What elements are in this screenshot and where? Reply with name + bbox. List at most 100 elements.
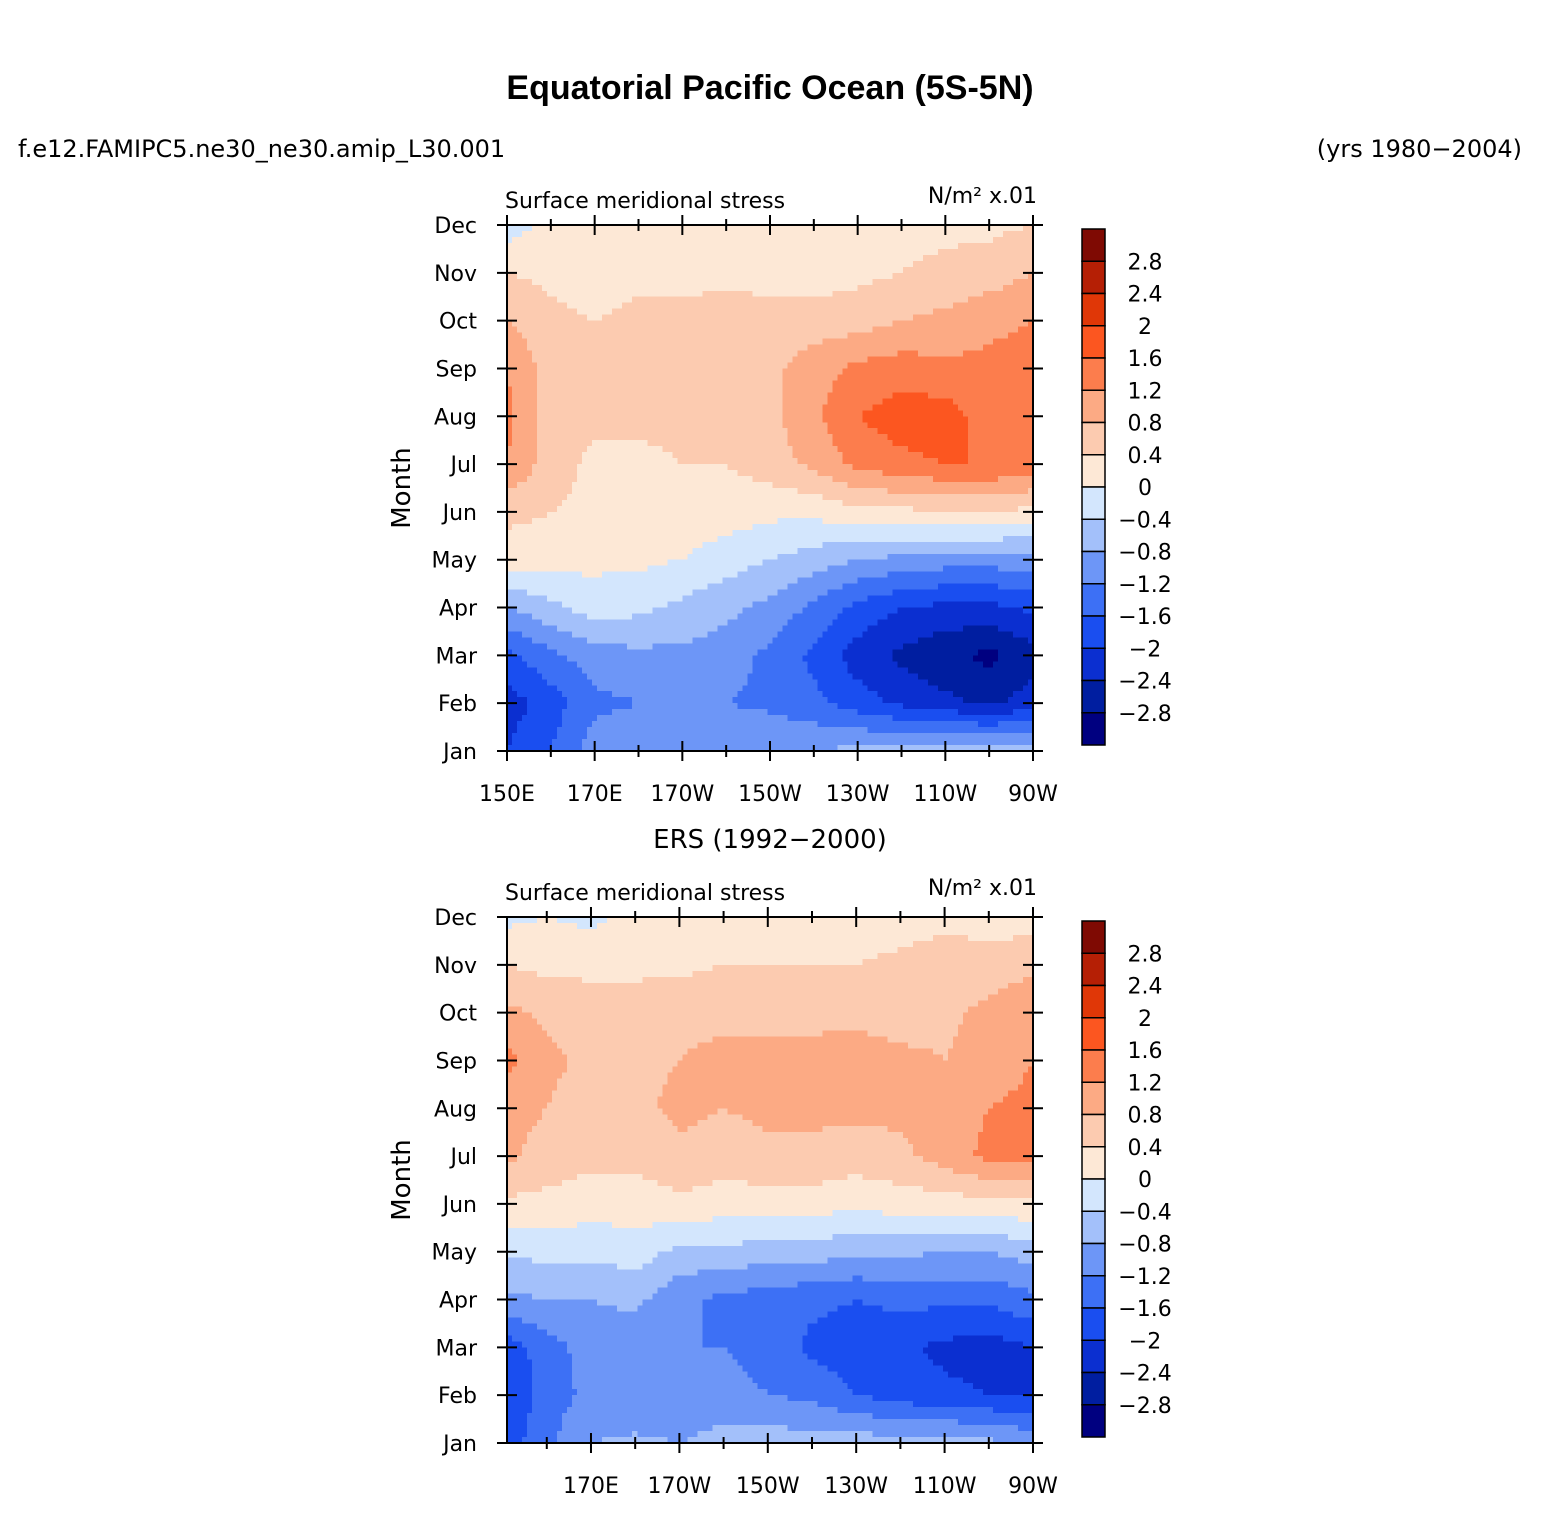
contour-cell <box>697 499 703 507</box>
contour-cell <box>747 386 754 393</box>
contour-cell <box>717 296 724 304</box>
contour-cell <box>547 499 553 507</box>
contour-cell <box>892 410 899 417</box>
contour-cell <box>632 386 638 393</box>
contour-cell <box>612 242 618 250</box>
contour-cell <box>837 440 844 447</box>
contour-cell <box>652 320 658 328</box>
contour-cell <box>542 290 548 298</box>
contour-cell <box>1012 356 1019 364</box>
contour-cell <box>722 338 729 346</box>
contour-cell <box>542 476 548 483</box>
contour-cell <box>862 398 869 405</box>
contour-cell <box>917 488 924 495</box>
contour-cell <box>687 332 693 340</box>
contour-cell <box>957 356 964 364</box>
contour-cell <box>587 458 593 465</box>
contour-cell <box>682 446 688 453</box>
contour-cell <box>542 272 548 280</box>
contour-cell <box>707 452 713 459</box>
contour-cell <box>897 302 904 310</box>
contour-cell <box>812 248 819 256</box>
contour-cell <box>632 260 638 268</box>
contour-cell <box>1002 416 1009 423</box>
contour-cell <box>867 225 874 232</box>
contour-cell <box>647 296 653 304</box>
contour-cell <box>917 464 924 471</box>
contour-cell <box>912 350 919 358</box>
contour-cell <box>907 386 914 393</box>
contour-cell <box>507 225 513 232</box>
contour-cell <box>507 458 513 465</box>
contour-cell <box>592 422 598 429</box>
contour-cell <box>617 260 623 268</box>
contour-cell <box>872 493 879 501</box>
contour-cell <box>787 272 794 280</box>
contour-cell <box>1002 374 1009 382</box>
contour-cell <box>772 254 779 262</box>
contour-cell <box>977 326 984 334</box>
contour-cell <box>787 380 794 387</box>
contour-cell <box>857 464 864 471</box>
contour-cell <box>987 344 994 352</box>
contour-cell <box>552 488 558 495</box>
contour-cell <box>952 284 959 292</box>
contour-cell <box>632 368 638 376</box>
contour-cell <box>957 374 964 382</box>
contour-cell <box>517 225 523 232</box>
contour-cell <box>687 386 693 393</box>
contour-cell <box>1002 368 1009 376</box>
contour-cell <box>682 272 688 280</box>
contour-cell <box>542 398 548 405</box>
contour-cell <box>827 284 834 292</box>
contour-cell <box>997 488 1004 495</box>
contour-cell <box>517 272 523 280</box>
contour-cell <box>692 392 698 399</box>
contour-cell <box>847 326 854 334</box>
contour-cell <box>772 452 779 459</box>
contour-cell <box>607 356 613 364</box>
contour-cell <box>942 332 949 340</box>
contour-cell <box>577 368 583 376</box>
contour-cell <box>957 230 964 238</box>
contour-cell <box>572 302 578 310</box>
contour-cell <box>1002 278 1009 286</box>
contour-cell <box>612 320 618 328</box>
contour-cell <box>567 458 573 465</box>
contour-cell <box>842 320 849 328</box>
contour-cell <box>902 272 909 280</box>
contour-cell <box>637 362 643 370</box>
contour-cell <box>577 290 583 298</box>
contour-cell <box>647 493 653 501</box>
contour-cell <box>837 362 844 370</box>
contour-cell <box>932 356 939 364</box>
contour-cell <box>772 296 779 304</box>
contour-cell <box>807 350 814 358</box>
contour-cell <box>787 374 794 382</box>
contour-cell <box>1017 410 1024 417</box>
contour-cell <box>942 278 949 286</box>
contour-cell <box>827 380 834 387</box>
contour-cell <box>707 392 713 399</box>
contour-cell <box>607 338 613 346</box>
contour-cell <box>567 499 573 507</box>
contour-cell <box>717 368 724 376</box>
contour-cell <box>987 296 994 304</box>
contour-cell <box>852 368 859 376</box>
contour-cell <box>932 374 939 382</box>
contour-cell <box>952 338 959 346</box>
contour-cell <box>627 296 633 304</box>
contour-cell <box>892 326 899 334</box>
contour-cell <box>507 440 513 447</box>
contour-cell <box>947 499 954 507</box>
contour-cell <box>907 482 914 489</box>
contour-cell <box>577 446 583 453</box>
contour-cell <box>657 470 663 477</box>
contour-cell <box>917 428 924 435</box>
contour-cell <box>642 302 648 310</box>
contour-cell <box>852 446 859 453</box>
contour-cell <box>837 260 844 268</box>
contour-cell <box>892 302 899 310</box>
contour-cell <box>882 464 889 471</box>
contour-cell <box>992 338 999 346</box>
